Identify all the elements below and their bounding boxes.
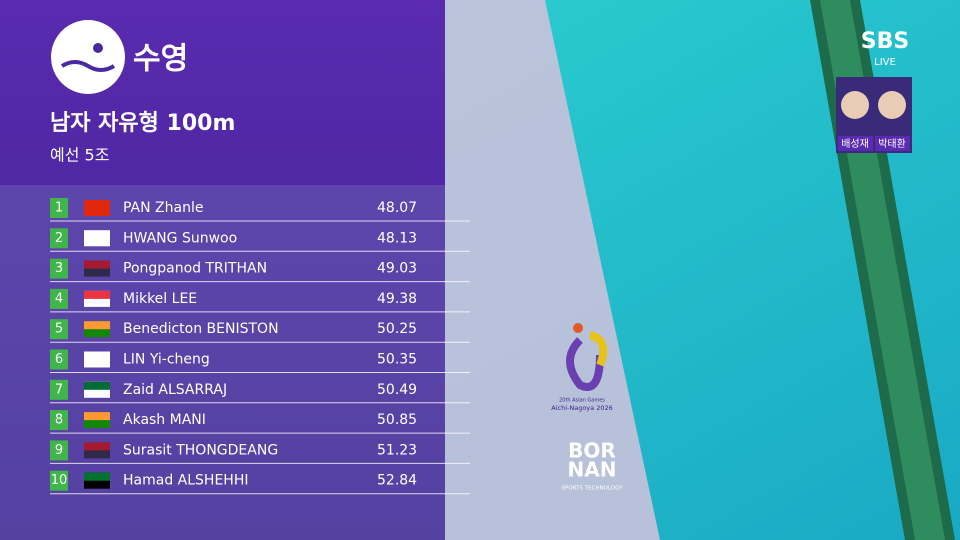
rank: 4 (55, 291, 63, 306)
rank: 1 (55, 201, 63, 216)
results-table: 1 PAN Zhanle 48.07 2 HWANG Sunwoo 48.13 3 Pongp… (50, 198, 470, 495)
event-title: 남자 자유형 100m (50, 111, 235, 136)
athlete-name: HWANG Sunwoo (123, 230, 237, 246)
time: 49.03 (377, 261, 417, 277)
athlete-name: LIN Yi-cheng (123, 352, 210, 368)
sponsor-line1: BOR (568, 439, 616, 463)
athlete-name: Zaid ALSARRAJ (123, 382, 227, 398)
athlete-name: Pongpanod TRITHAN (123, 261, 267, 277)
games-emblem (573, 323, 583, 333)
rank-box (50, 228, 68, 249)
rank-box (50, 379, 68, 400)
time: 50.35 (377, 352, 417, 368)
time: 52.84 (377, 473, 417, 489)
commentator-face (841, 91, 869, 119)
athlete-name: Akash MANI (123, 412, 206, 428)
games-emblem (566, 337, 604, 391)
rank: 6 (55, 352, 63, 367)
live-label: LIVE (874, 57, 896, 68)
rank: 10 (51, 473, 68, 488)
time: 50.85 (377, 412, 417, 428)
flag-top (84, 442, 110, 451)
pool-wall (440, 0, 660, 540)
time: 49.38 (377, 291, 417, 307)
sponsor-line2: NAN (568, 458, 617, 482)
time: 48.13 (377, 230, 417, 246)
athlete-name: Hamad ALSHEHHI (123, 473, 248, 489)
sport-icon (51, 20, 125, 94)
athlete-name: Mikkel LEE (123, 291, 197, 307)
flag-top (84, 200, 110, 208)
rank-box (50, 258, 68, 279)
sport-title: 수영 (133, 42, 188, 77)
commentator-name: 배성재 (841, 138, 869, 150)
time: 50.25 (377, 321, 417, 337)
flag-top (84, 381, 110, 390)
broadcaster-logo: SBS (861, 29, 909, 54)
rank: 9 (55, 443, 63, 458)
name-tag (875, 136, 910, 151)
athlete-name: PAN Zhanle (123, 200, 203, 216)
rank: 3 (55, 261, 63, 276)
time: 51.23 (377, 442, 417, 458)
commentator-face (878, 91, 906, 119)
rank: 7 (55, 382, 63, 397)
sport-icon-head (93, 43, 103, 53)
games-line2: Aichi-Nagoya 2026 (551, 404, 612, 412)
flag-top (84, 321, 110, 330)
flag-top (84, 472, 110, 481)
flag-top (84, 351, 110, 360)
games-line1: 20th Asian Games (559, 398, 605, 404)
sponsor-tagline: SPORTS TECHNOLOGY (562, 486, 624, 492)
flag-top (84, 260, 110, 269)
rank-box (50, 410, 68, 431)
rank: 5 (55, 322, 63, 337)
commentator-name: 박태환 (878, 138, 906, 150)
heat-label: 예선 5조 (50, 146, 109, 165)
flag-top (84, 290, 110, 299)
time: 50.49 (377, 382, 417, 398)
athlete-name: Benedicton BENISTON (123, 321, 279, 337)
sport-icon-wave (60, 60, 116, 72)
rank-box (50, 319, 68, 340)
rank-box (50, 198, 68, 218)
flag-top (84, 412, 110, 421)
games-emblem (588, 331, 608, 367)
name-tag (838, 136, 873, 151)
time: 48.07 (377, 200, 417, 216)
rank: 8 (55, 413, 63, 428)
athlete-name: Surasit THONGDEANG (123, 442, 278, 458)
table-panel (0, 185, 445, 540)
rank-box (50, 349, 68, 370)
rank-box (50, 440, 68, 461)
flag-top (84, 230, 110, 239)
rank: 2 (55, 231, 63, 246)
rank-box (50, 288, 68, 309)
rank-box (50, 470, 68, 491)
